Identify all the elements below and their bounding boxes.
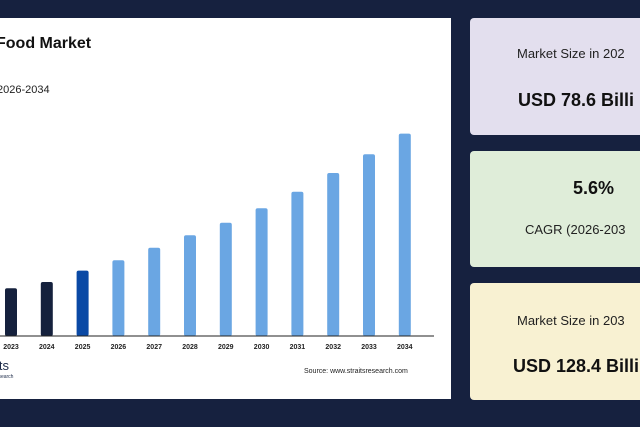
x-tick-label: 2028 bbox=[182, 344, 198, 351]
bar-2030 bbox=[255, 208, 268, 336]
bar-2027 bbox=[148, 247, 161, 336]
logo-subtext: research bbox=[0, 374, 14, 380]
x-tick-label: 2034 bbox=[397, 344, 413, 351]
x-tick-label: 2031 bbox=[290, 344, 306, 351]
source-credit: Source: www.straitsresearch.com bbox=[304, 368, 408, 375]
x-tick-label: 2026 bbox=[111, 344, 127, 351]
chart-subtitle: 2026-2034 bbox=[0, 84, 50, 96]
chart-title: Food Market bbox=[0, 35, 92, 52]
bar-2023 bbox=[5, 288, 17, 336]
stat-value: USD 128.4 Billi bbox=[513, 356, 640, 376]
x-tick-label: 2023 bbox=[3, 344, 19, 351]
bar-2033 bbox=[363, 154, 375, 336]
stat-label: CAGR (2026-203 bbox=[525, 222, 626, 237]
bar-2034 bbox=[398, 133, 411, 336]
stat-value: USD 78.6 Billi bbox=[518, 90, 635, 110]
bar-chart: 2023 2024 2025 2026 2027 2028 2029 2030 2031 2032… bbox=[0, 133, 434, 351]
chart-panel: Food Market 2026-2034 2023 2024 2025 2026 20… bbox=[0, 18, 451, 399]
market-size-end-card: Market Size in 203 USD 128.4 Billi bbox=[470, 283, 640, 400]
stat-label: Market Size in 203 bbox=[517, 313, 625, 328]
x-tick-label: 2029 bbox=[218, 344, 234, 351]
x-tick-label: 2033 bbox=[361, 344, 377, 351]
x-tick-label: 2024 bbox=[39, 344, 55, 351]
x-tick-label: 2032 bbox=[325, 344, 341, 351]
x-tick-label: 2030 bbox=[254, 344, 270, 351]
stat-label: Market Size in 202 bbox=[517, 46, 625, 61]
bar-2025 bbox=[76, 270, 89, 336]
market-size-start-card: Market Size in 202 USD 78.6 Billi bbox=[470, 18, 640, 135]
bar-2031 bbox=[291, 191, 304, 336]
bar-2026 bbox=[112, 260, 125, 336]
bar-2029 bbox=[219, 222, 232, 336]
cagr-card: 5.6% CAGR (2026-203 bbox=[470, 151, 640, 267]
logo-text: its bbox=[0, 358, 9, 373]
bar-2024 bbox=[40, 282, 53, 336]
bar-2028 bbox=[184, 235, 196, 336]
x-tick-label: 2025 bbox=[75, 344, 91, 351]
stat-value: 5.6% bbox=[573, 178, 615, 198]
bar-2032 bbox=[327, 173, 340, 336]
x-tick-label: 2027 bbox=[146, 344, 162, 351]
